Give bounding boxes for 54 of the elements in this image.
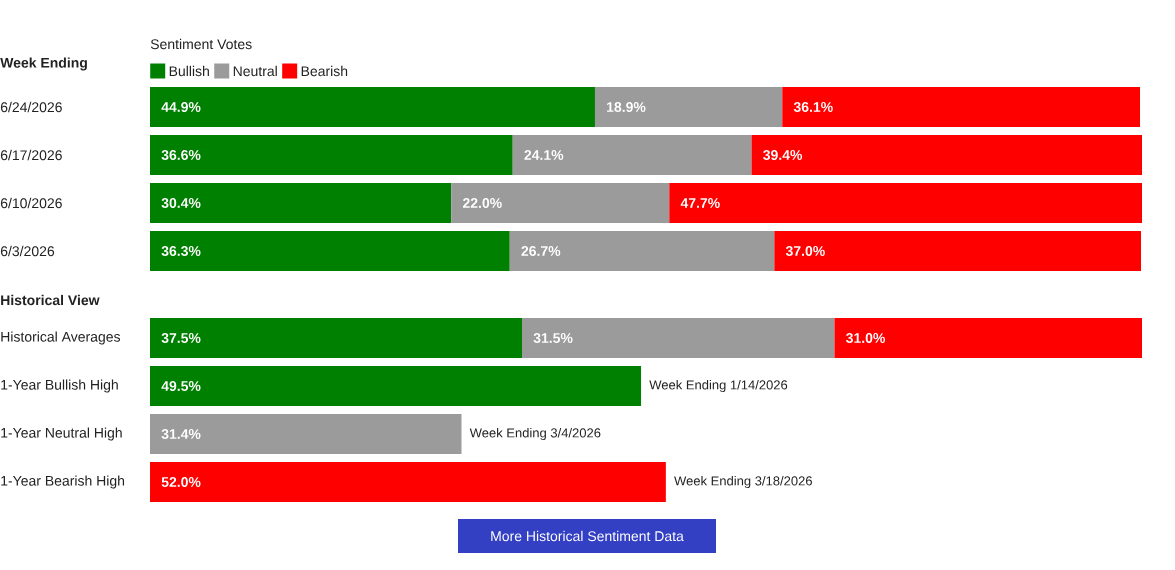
bar [522, 318, 835, 358]
data-label: 31.4% [161, 429, 201, 439]
legend-label: Bullish [169, 65, 209, 77]
bar [782, 87, 1141, 127]
bar [774, 231, 1142, 271]
y-tick-label: 6/24/2026 [0, 101, 62, 113]
annotation: Week Ending 3/18/2026 [674, 475, 812, 489]
annotation: Week Ending 1/14/2026 [649, 379, 788, 393]
data-label: 37.0% [785, 246, 825, 256]
data-label: 52.0% [161, 477, 201, 487]
bar [512, 135, 752, 175]
bar [834, 318, 1143, 358]
bar [150, 87, 595, 127]
text: More Historical Sentiment Data [491, 530, 684, 542]
data-label: 36.1% [793, 102, 833, 112]
y-tick-label: 1-Year Bearish High [1, 475, 125, 489]
data-label: 37.5% [161, 333, 201, 343]
data-label: 26.7% [521, 246, 561, 256]
data-label: 18.9% [607, 102, 646, 112]
legend-label: Bearish [301, 65, 348, 77]
data-label: 30.4% [161, 198, 201, 208]
bar [150, 414, 462, 454]
bar [594, 87, 783, 127]
bar [150, 231, 510, 271]
y-tick-label: 6/17/2026 [0, 149, 62, 161]
y-axis-title: Week Ending [0, 57, 87, 71]
data-label: 36.6% [161, 150, 201, 160]
data-label: 39.4% [763, 150, 803, 160]
annotation: Week Ending 3/4/2026 [469, 427, 601, 441]
bar [451, 183, 670, 223]
bar [509, 231, 775, 271]
legend-title: Sentiment Votes [150, 38, 252, 50]
y-tick-label: 1-Year Bullish High [1, 379, 118, 393]
bar [751, 135, 1143, 175]
data-label: 31.0% [846, 333, 886, 343]
data-label: 36.3% [161, 246, 201, 256]
bar [150, 366, 642, 406]
bar [669, 183, 1143, 223]
y-axis-title: Historical View [1, 294, 100, 306]
data-label: 24.1% [524, 150, 564, 160]
bar [150, 135, 513, 175]
data-label: 31.5% [533, 333, 573, 343]
y-tick-label: Historical Averages [1, 331, 121, 345]
y-tick-label: 6/10/2026 [0, 197, 62, 209]
bar [150, 183, 452, 223]
y-tick-label: 1-Year Neutral High [1, 427, 122, 441]
data-label: 47.7% [680, 198, 720, 208]
data-label: 22.0% [462, 198, 502, 208]
data-label: 49.5% [161, 381, 201, 391]
legend-label: Neutral [233, 65, 277, 77]
bar [150, 462, 666, 502]
bar [150, 318, 523, 358]
data-label: 44.9% [161, 102, 201, 112]
y-tick-label: 6/3/2026 [0, 245, 55, 257]
